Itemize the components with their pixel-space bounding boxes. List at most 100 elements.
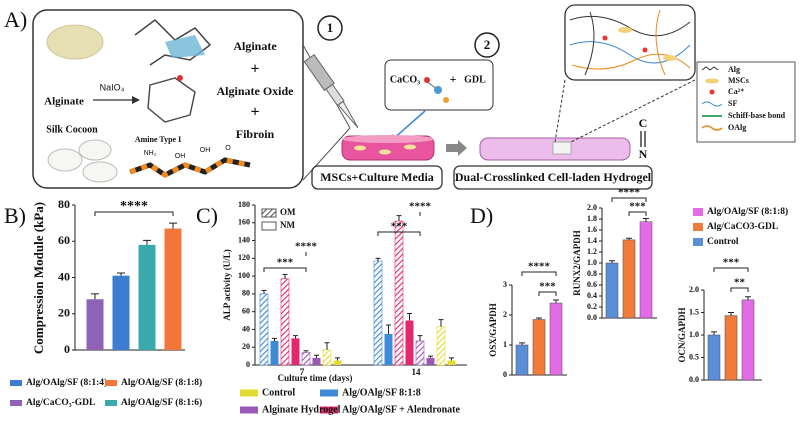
y-tick-label: 3 xyxy=(503,280,507,289)
error-bar xyxy=(261,289,267,294)
bar xyxy=(373,260,383,366)
cocoon xyxy=(47,148,83,172)
y-tick-label: 2.0 xyxy=(689,285,699,294)
bar xyxy=(515,344,529,376)
legend-label: Ca²⁺ xyxy=(728,87,744,96)
arrow xyxy=(446,140,467,156)
legend-label: Alg xyxy=(728,65,740,74)
legend-swatch xyxy=(320,406,338,414)
label-box xyxy=(311,165,443,190)
bar xyxy=(112,275,130,350)
y-tick-label: 100 xyxy=(238,271,250,280)
error-bar xyxy=(143,239,151,245)
error-bar xyxy=(428,355,433,358)
atom-label: NH₂ xyxy=(144,150,157,157)
bar xyxy=(549,302,563,376)
atom-label: N xyxy=(639,147,648,161)
pipette xyxy=(303,54,359,129)
ion xyxy=(602,35,608,41)
y-tick-label: 0.8 xyxy=(587,269,597,278)
error-bar xyxy=(745,296,751,300)
significance-label: **** xyxy=(528,261,551,273)
panel-a: A) Alginate + Alginate Oxide + Fibroin N… xyxy=(4,4,796,190)
y-tick-label: 0 xyxy=(503,370,507,379)
significance-label: **** xyxy=(295,241,318,253)
hydrogel xyxy=(552,141,572,155)
legend-swatch xyxy=(320,389,338,397)
significance-label: ** xyxy=(734,277,746,289)
legend-label: OM xyxy=(280,207,296,217)
network xyxy=(584,11,595,76)
x-axis-label: Culture time (days) xyxy=(278,373,353,383)
bar xyxy=(426,357,435,365)
bar xyxy=(333,360,342,365)
y-tick-label: 1 xyxy=(503,340,507,349)
panel-label: B) xyxy=(4,203,26,228)
legend-label: OAlg xyxy=(728,123,746,132)
cocoon xyxy=(78,139,112,161)
y-tick-label: 0 xyxy=(64,342,70,356)
cell xyxy=(379,149,391,155)
text: Silk Cocoon xyxy=(46,124,98,135)
legend-icon xyxy=(701,66,719,71)
significance-bracket xyxy=(628,211,647,216)
bar xyxy=(394,220,404,366)
y-tick-label: 60 xyxy=(242,306,250,315)
bar xyxy=(280,278,290,366)
bar xyxy=(312,357,321,365)
y-tick-label: 0 xyxy=(246,360,250,369)
significance-label: *** xyxy=(391,221,408,233)
error-bar xyxy=(553,299,559,303)
text: Alginate xyxy=(44,96,84,108)
y-tick-label: 0.0 xyxy=(587,313,597,322)
molecule-ring xyxy=(147,77,196,123)
atom xyxy=(434,86,442,94)
bar xyxy=(532,319,546,376)
atom-label: O xyxy=(225,145,231,152)
bar xyxy=(639,221,653,319)
legend-swatch xyxy=(240,406,258,414)
legend-swatch xyxy=(10,400,22,406)
bar xyxy=(415,340,425,366)
bar xyxy=(259,293,269,366)
materials-box xyxy=(32,9,304,189)
legend-swatch xyxy=(261,208,277,218)
significance-label: *** xyxy=(277,257,294,269)
y-tick-label: 1.2 xyxy=(587,247,597,256)
error-bar xyxy=(728,312,734,316)
error-bar xyxy=(117,272,125,276)
step-label: Dual-Crosslinked Cell-laden Hydrogel xyxy=(455,170,652,184)
legend-swatch xyxy=(261,221,277,231)
y-tick-label: 120 xyxy=(238,253,250,262)
atom xyxy=(424,77,430,83)
legend-swatch xyxy=(105,400,117,406)
guide-line xyxy=(302,127,351,181)
y-tick-label: 40 xyxy=(242,324,250,333)
error-bar xyxy=(282,273,288,279)
error-bar xyxy=(91,293,99,300)
legend-swatch xyxy=(105,380,117,386)
text: + xyxy=(250,104,259,121)
y-tick-label: 1.0 xyxy=(587,258,597,267)
text: Fibroin xyxy=(236,127,275,141)
bar xyxy=(622,239,636,319)
error-bar xyxy=(375,257,381,261)
error-bar xyxy=(449,357,454,361)
panel-label: C) xyxy=(196,203,218,228)
atom xyxy=(177,75,183,81)
legend-swatch xyxy=(10,380,22,386)
atom-label: C xyxy=(639,116,648,130)
text: CaCO₃ xyxy=(390,74,420,85)
y-axis-label: OCN/GAPDH xyxy=(677,308,687,363)
y-tick-label: 0.5 xyxy=(689,352,699,361)
bar xyxy=(384,333,393,365)
legend-label: Alg/OAlg/SF (8:1:8) xyxy=(121,377,202,388)
error-bar xyxy=(169,222,177,229)
legend-label: Alg/OAlg/SF (8:1:8) xyxy=(707,206,788,217)
significance-bracket xyxy=(263,267,307,272)
y-tick-label: 80 xyxy=(242,289,250,298)
y-tick-label: 1.8 xyxy=(587,214,597,223)
error-bar xyxy=(293,335,298,339)
y-tick-label: 1.0 xyxy=(689,330,699,339)
